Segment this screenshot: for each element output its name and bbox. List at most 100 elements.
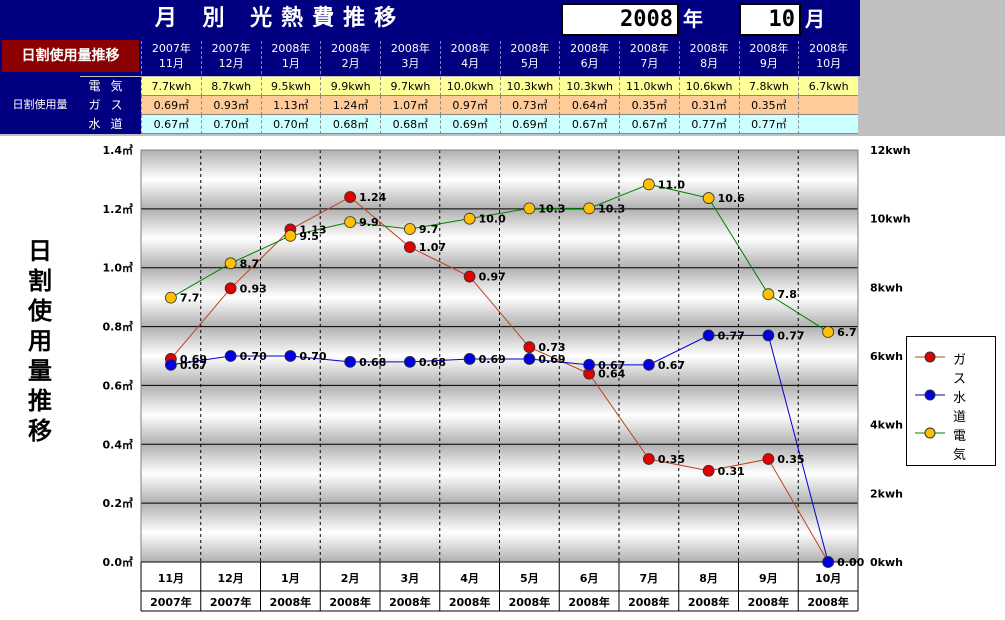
data-point (762, 288, 775, 301)
title-bar (0, 0, 860, 38)
x-tick-month: 2月 (341, 572, 360, 585)
x-tick-year: 2008年 (628, 595, 670, 609)
left-axis-tick-label: 1.2㎥ (103, 202, 134, 216)
column-header: 2008年 10月 (798, 41, 858, 74)
table-header-band (0, 38, 860, 76)
row-label: 電気 (80, 77, 141, 96)
data-point (822, 556, 835, 568)
data-label: 0.31 (718, 465, 745, 478)
year-input[interactable]: 2008 (561, 3, 679, 36)
data-label: 0.64 (598, 368, 625, 381)
column-header-month: 4月 (461, 57, 480, 70)
x-tick-month: 4月 (460, 572, 479, 585)
data-point (344, 216, 357, 229)
data-point (642, 453, 655, 465)
x-tick-month: 6月 (580, 572, 599, 585)
data-label: 9.5 (299, 230, 319, 243)
table-cell: 0.70㎥ (200, 115, 261, 134)
column-header-month: 1月 (281, 57, 300, 70)
row-label: 水道 (80, 115, 141, 134)
table-title: 日割使用量推移 (2, 40, 139, 72)
data-point (224, 257, 237, 270)
data-point (523, 202, 536, 215)
column-header-month: 5月 (520, 57, 539, 70)
data-label: 0.77 (777, 329, 804, 342)
right-axis-tick-label: 10kwh (870, 213, 911, 226)
data-point (284, 350, 297, 362)
data-label: 9.7 (419, 223, 439, 236)
table-cell: 0.69㎥ (439, 115, 500, 134)
column-header: 2008年 2月 (320, 41, 380, 74)
table-cell: 0.68㎥ (320, 115, 380, 134)
table-cell: 0.67㎥ (559, 115, 619, 134)
data-label: 0.70 (299, 350, 326, 363)
column-header-year: 2008年 (450, 42, 490, 55)
table-cell: 0.68㎥ (380, 115, 440, 134)
data-label: 9.9 (359, 216, 379, 229)
column-header: 2007年 11月 (141, 41, 201, 74)
x-tick-month: 11月 (158, 572, 184, 585)
row-label: ガス (80, 96, 141, 115)
column-header: 2008年 9月 (738, 41, 799, 74)
column-header-month: 2月 (341, 57, 360, 70)
data-label: 6.7 (837, 326, 857, 339)
x-tick-month: 8月 (699, 572, 718, 585)
column-header-month: 8月 (700, 57, 719, 70)
data-label: 0.00 (837, 556, 864, 569)
data-point (702, 329, 715, 342)
x-tick-month: 1月 (281, 572, 300, 585)
right-axis-tick-label: 6kwh (870, 350, 903, 363)
chart-legend: ガス 水道 電気 (906, 336, 996, 466)
column-header-month: 6月 (580, 57, 599, 70)
data-point (344, 191, 357, 203)
data-point (583, 202, 596, 215)
table-cell: 1.13㎥ (260, 96, 321, 115)
table-cell: 10.3kwh (559, 77, 619, 96)
data-label: 0.35 (777, 453, 804, 466)
table-cell: 0.97㎥ (439, 96, 500, 115)
column-header-year: 2008年 (510, 42, 550, 55)
data-label: 0.67 (180, 359, 207, 372)
column-header-year: 2008年 (749, 42, 789, 55)
data-point (762, 453, 775, 465)
legend-item: ガス (913, 347, 993, 387)
data-label: 10.3 (598, 202, 625, 215)
table-cell: 0.77㎥ (678, 115, 739, 134)
column-header: 2008年 5月 (499, 41, 560, 74)
data-point (523, 353, 536, 365)
x-tick-year: 2008年 (389, 595, 431, 609)
data-label: 0.69 (180, 353, 207, 366)
data-label: 7.8 (777, 288, 797, 301)
data-point (642, 358, 655, 371)
data-point (702, 192, 715, 204)
column-header-month: 12月 (218, 57, 244, 70)
table-cell: 0.35㎥ (619, 96, 679, 115)
table-cell: 0.70㎥ (260, 115, 321, 134)
column-header: 2008年 3月 (380, 41, 440, 74)
data-label: 0.93 (240, 282, 267, 295)
chart-title-char: 日 (28, 237, 52, 265)
column-header: 2008年 6月 (559, 41, 619, 74)
data-label: 10.3 (538, 202, 565, 215)
data-point (403, 241, 416, 254)
legend-item: 水道 (913, 385, 993, 425)
table-cell: 0.73㎥ (499, 96, 560, 115)
right-axis-tick-label: 4kwh (870, 419, 903, 432)
data-label: 0.69 (479, 353, 506, 366)
chart-title-char: 使 (28, 297, 52, 325)
table-cell (798, 96, 858, 115)
data-point (344, 355, 357, 368)
chart-title-char: 用 (28, 327, 52, 355)
data-point (164, 291, 177, 304)
data-point (463, 353, 476, 365)
legend-swatch (915, 389, 945, 401)
data-label: 0.73 (538, 341, 565, 354)
column-header-month: 9月 (759, 57, 778, 70)
table-cell: 10.3kwh (499, 77, 560, 96)
x-tick-month: 7月 (640, 572, 659, 585)
legend-label: ガス (953, 353, 977, 387)
column-header: 2007年 12月 (200, 41, 261, 74)
month-input[interactable]: 10 (739, 3, 801, 36)
chart-title-char: 量 (28, 357, 52, 385)
x-tick-year: 2008年 (748, 595, 790, 609)
